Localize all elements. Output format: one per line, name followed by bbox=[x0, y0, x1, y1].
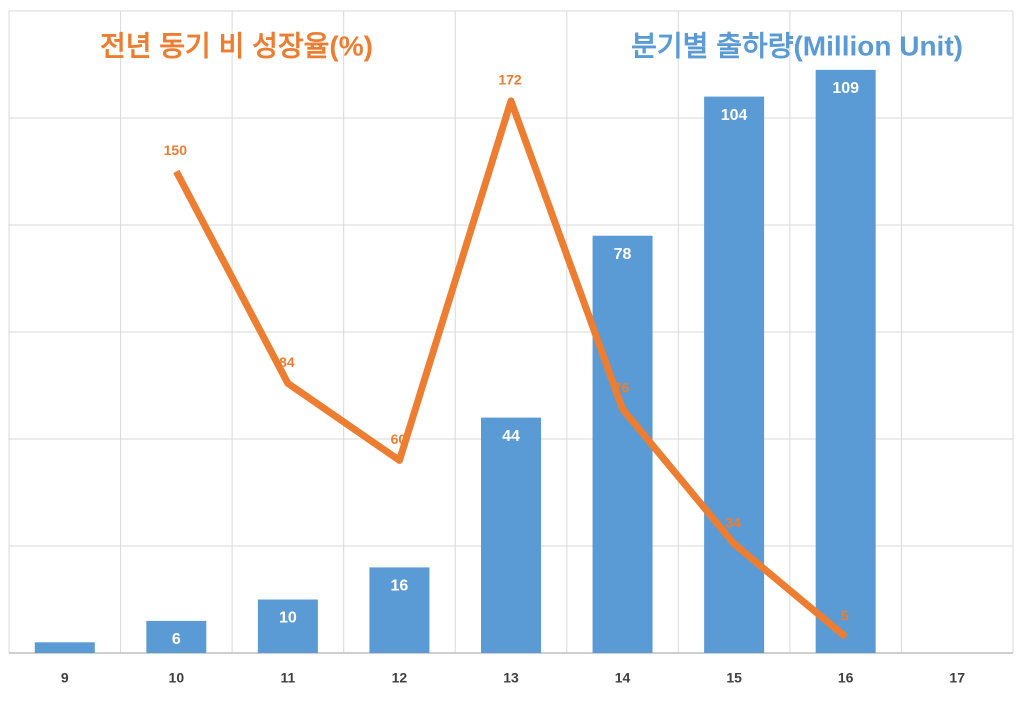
bar-value-label: 16 bbox=[391, 578, 409, 595]
bar bbox=[481, 417, 541, 653]
bar bbox=[369, 567, 430, 653]
bar-value-label: 10 bbox=[279, 610, 297, 627]
line-value-label: 84 bbox=[279, 354, 295, 370]
bar bbox=[34, 642, 95, 653]
line-value-label: 172 bbox=[498, 72, 522, 88]
bar-value-label: 109 bbox=[832, 80, 859, 97]
x-tick-label: 14 bbox=[615, 670, 631, 686]
legend-title: 전년 동기 비 성장율(%) bbox=[100, 30, 373, 61]
line-value-label: 60 bbox=[391, 431, 407, 447]
bar bbox=[704, 96, 765, 654]
bar bbox=[815, 69, 876, 654]
x-tick-label: 12 bbox=[392, 670, 408, 686]
line-value-label: 76 bbox=[614, 380, 630, 396]
bar-value-label: 78 bbox=[614, 246, 632, 263]
bar-value-label: 44 bbox=[502, 428, 520, 445]
x-tick-label: 11 bbox=[280, 670, 295, 686]
bar bbox=[146, 620, 207, 653]
line-value-label: 5 bbox=[841, 608, 849, 624]
bar-value-label: 6 bbox=[172, 631, 181, 648]
line-value-label: 34 bbox=[725, 515, 741, 531]
x-tick-label: 13 bbox=[503, 670, 519, 686]
bar bbox=[257, 599, 318, 653]
line-value-label: 150 bbox=[164, 142, 188, 158]
legend-title: 분기별 출하량(Million Unit) bbox=[631, 30, 963, 61]
bar bbox=[592, 235, 653, 653]
x-tick-label: 10 bbox=[169, 670, 185, 686]
bar-value-label: 104 bbox=[721, 107, 748, 124]
x-tick-label: 17 bbox=[949, 670, 965, 686]
line bbox=[173, 97, 848, 640]
x-tick-label: 15 bbox=[726, 670, 742, 686]
x-tick-label: 16 bbox=[838, 670, 854, 686]
x-tick-label: 9 bbox=[61, 670, 69, 686]
